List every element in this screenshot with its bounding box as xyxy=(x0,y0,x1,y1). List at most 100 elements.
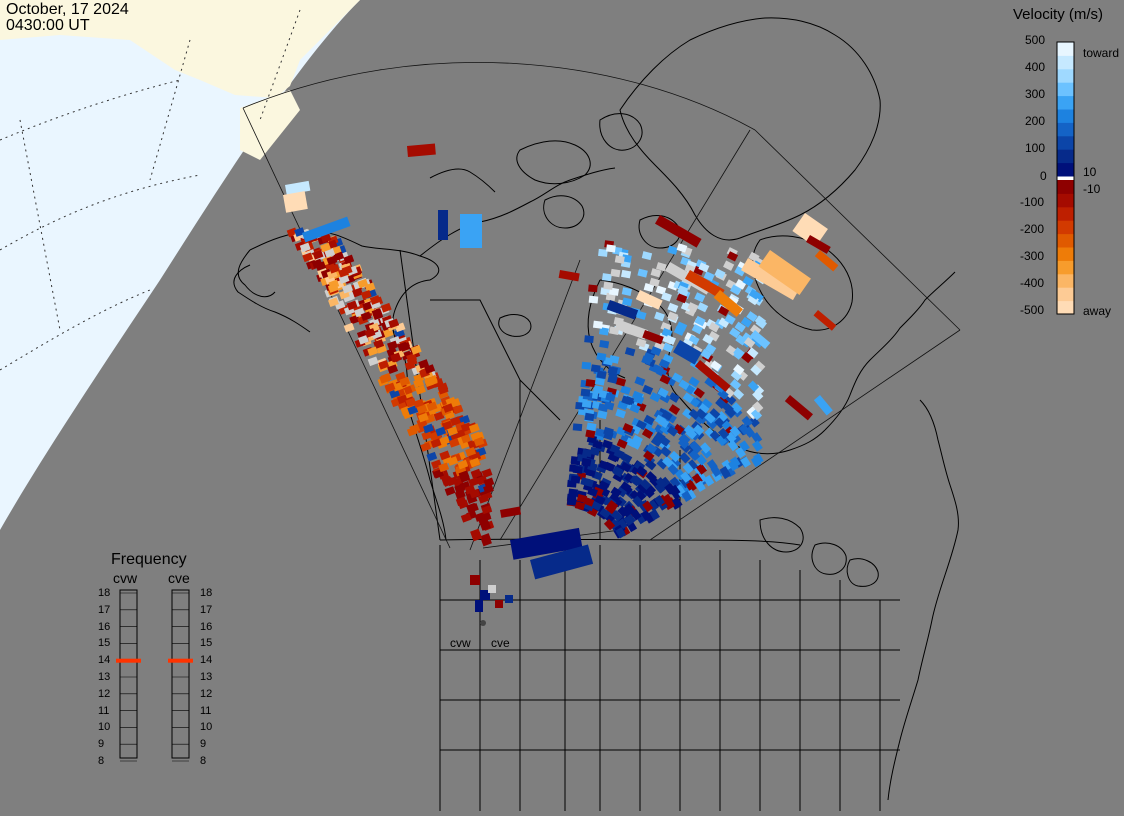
scatter-cell xyxy=(509,527,583,560)
scatter-cell xyxy=(379,374,391,384)
scatter-cell xyxy=(380,302,392,313)
scatter-cell xyxy=(653,494,665,507)
scatter-cell xyxy=(661,327,673,338)
scatter-cell xyxy=(583,496,595,507)
scatter-cell xyxy=(572,423,583,432)
scatter-cell xyxy=(742,275,754,287)
scatter-cell xyxy=(642,330,664,345)
scatter-cell xyxy=(640,509,652,522)
freq-tick-label-cve: 17 xyxy=(200,603,213,616)
scatter-cell xyxy=(407,143,436,157)
scatter-cell xyxy=(649,509,660,521)
scatter-cell xyxy=(682,392,694,404)
scatter-cell xyxy=(449,398,461,408)
scatter-cell xyxy=(696,463,708,475)
scatter-cell xyxy=(687,302,699,313)
scatter-cell xyxy=(704,412,716,424)
scatter-cell xyxy=(620,385,631,395)
scatter-cell xyxy=(676,293,688,304)
scatter-cell xyxy=(661,409,673,421)
scatter-cell xyxy=(603,401,615,411)
scatter-cell xyxy=(438,462,450,473)
scatter-cell xyxy=(693,387,705,399)
scatter-cell xyxy=(529,544,594,580)
scatter-cell xyxy=(676,243,688,253)
scatter-cell xyxy=(655,477,667,489)
scatter-cell xyxy=(387,364,399,374)
scatter-cell xyxy=(437,384,449,395)
freq-tick-label-cve: 8 xyxy=(200,755,207,767)
scatter-cell xyxy=(458,470,470,480)
scatter-cell xyxy=(741,415,753,428)
scatter-cell xyxy=(623,514,635,527)
scatter-cell xyxy=(717,427,730,440)
color-swatch-zero xyxy=(1057,176,1074,180)
scatter-cell xyxy=(441,420,453,431)
scatter-cell xyxy=(438,210,448,240)
scatter-cell xyxy=(643,450,655,462)
scatter-cell xyxy=(596,370,607,379)
scatter-cell xyxy=(481,505,493,515)
frequency-panel xyxy=(116,589,193,762)
scatter-cell xyxy=(566,497,577,506)
scatter-cell xyxy=(607,374,618,384)
freq-tick-label-cvw: 16 xyxy=(98,620,111,633)
scatter-cell xyxy=(622,423,634,434)
scatter-cell xyxy=(404,360,416,371)
scatter-cell xyxy=(468,477,479,487)
scatter-cell xyxy=(688,334,700,346)
scatter-cell xyxy=(729,378,742,391)
scatter-cell xyxy=(446,476,458,487)
radar-label-cvw: cvw xyxy=(450,636,471,650)
scatter-cell xyxy=(664,483,676,495)
scatter-cell xyxy=(470,575,480,585)
scatter-cell xyxy=(572,465,583,474)
scatter-cell xyxy=(399,376,411,387)
scatter-cell xyxy=(694,315,706,327)
scatter-cell xyxy=(616,518,628,530)
scatter-cell xyxy=(688,376,700,388)
scatter-cell xyxy=(748,251,760,263)
color-swatch-away xyxy=(1057,287,1074,302)
velocity-scatter xyxy=(283,143,839,612)
color-swatch-away xyxy=(1057,300,1074,315)
scatter-cell xyxy=(713,290,743,317)
color-swatch-toward xyxy=(1057,42,1074,56)
freq-tick-label-cvw: 10 xyxy=(98,721,111,734)
scatter-cell xyxy=(481,468,493,479)
scatter-cell xyxy=(616,438,628,449)
scatter-cell xyxy=(677,285,689,296)
scatter-cell xyxy=(346,300,358,311)
freq-tick-label-cvw: 11 xyxy=(98,704,110,717)
velocity-tick-label: 100 xyxy=(1025,141,1046,155)
scatter-cell xyxy=(718,317,730,329)
scatter-cell xyxy=(341,265,353,276)
scatter-cell xyxy=(373,339,385,349)
alaska-sunlit xyxy=(240,90,300,160)
scatter-cell xyxy=(634,376,646,387)
scatter-cell xyxy=(685,489,697,501)
scatter-cell xyxy=(367,356,379,367)
scatter-cell xyxy=(643,414,655,426)
scatter-cell xyxy=(691,323,703,335)
scatter-cell xyxy=(637,268,648,278)
scatter-cell xyxy=(596,352,607,361)
scatter-cell xyxy=(584,412,595,422)
scatter-cell xyxy=(695,408,707,420)
scatter-cell xyxy=(570,475,581,484)
scatter-cell xyxy=(622,297,633,307)
scatter-cell xyxy=(588,295,599,304)
scatter-cell xyxy=(680,471,692,483)
scatter-cell xyxy=(725,393,737,406)
scatter-cell xyxy=(621,254,632,263)
velocity-label-away: away xyxy=(1083,304,1112,318)
scatter-cell xyxy=(342,283,353,294)
scatter-cell xyxy=(752,389,764,402)
scatter-cell xyxy=(741,352,753,364)
scatter-cell xyxy=(615,377,627,387)
scatter-cell xyxy=(455,496,467,507)
scatter-cell xyxy=(708,408,721,420)
scatter-cell xyxy=(621,287,632,296)
scatter-cell xyxy=(471,531,483,542)
scatter-cell xyxy=(294,227,306,237)
